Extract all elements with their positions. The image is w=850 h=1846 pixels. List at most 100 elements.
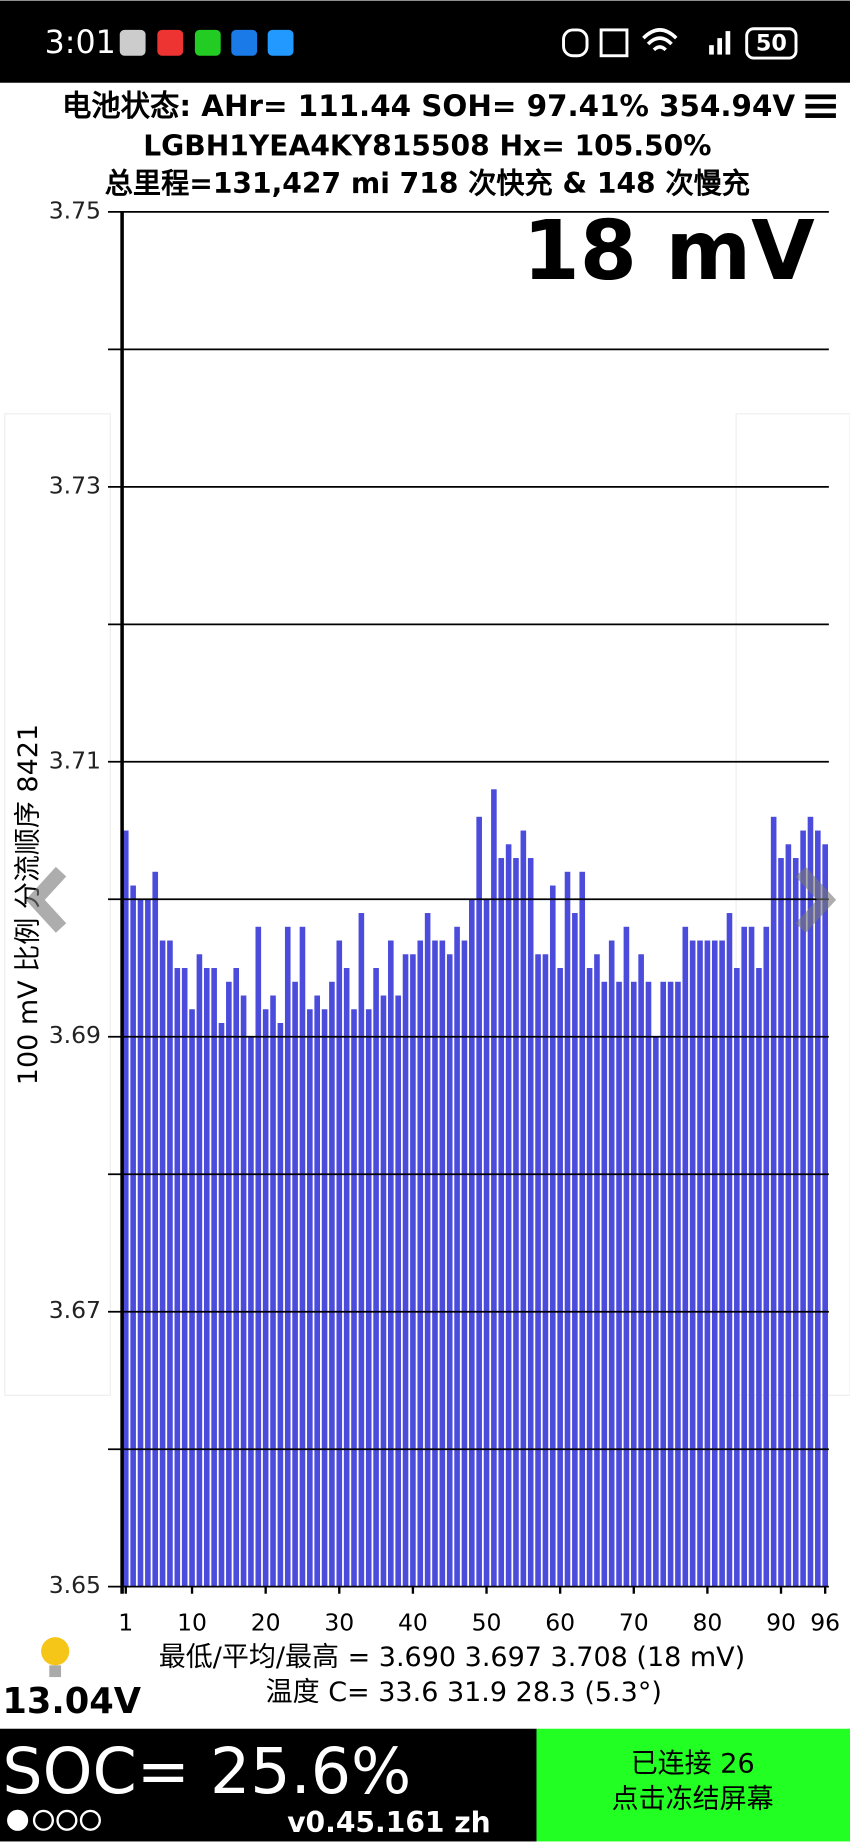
x-tick-label: 60 (545, 1609, 575, 1637)
bulb-icon[interactable] (41, 1637, 70, 1666)
bar (549, 885, 556, 1587)
x-tick-label: 80 (692, 1609, 722, 1637)
bar (756, 968, 762, 1587)
bar (307, 1009, 313, 1587)
bar (130, 885, 136, 1587)
header-line: LGBH1YEA4KY815508 Hx= 105.50% (143, 129, 711, 162)
bar (719, 940, 725, 1587)
app-icon (231, 29, 258, 56)
bar (240, 995, 247, 1587)
battery-icon (745, 27, 798, 60)
bar (233, 968, 240, 1587)
bar (395, 995, 401, 1587)
y-tick-label: 3.75 (49, 196, 101, 224)
soc: SOC= 25.6% (2, 1734, 411, 1808)
status-line[interactable]: 点击冻结屏幕 (612, 1784, 774, 1815)
bar (770, 816, 777, 1587)
bar (822, 844, 828, 1587)
bar (815, 830, 821, 1587)
bar (704, 940, 711, 1587)
bar (513, 858, 519, 1587)
prev-arrow[interactable] (25, 866, 67, 933)
bar (329, 981, 335, 1587)
bar (476, 816, 482, 1587)
bar (284, 926, 291, 1587)
bar (726, 913, 733, 1587)
bar (181, 968, 188, 1587)
bar (711, 940, 718, 1587)
status-line[interactable]: 已连接 26 (631, 1749, 755, 1780)
bar (586, 968, 593, 1587)
bar (579, 871, 586, 1587)
app-icon (267, 29, 294, 56)
bar (277, 1023, 284, 1587)
y-tick-label: 3.69 (49, 1021, 101, 1049)
bar (211, 968, 217, 1587)
bar (388, 940, 394, 1587)
bar (351, 1009, 357, 1587)
bar (557, 968, 563, 1587)
signal-icon (725, 31, 731, 55)
bar (373, 968, 379, 1587)
y-tick-label: 3.67 (49, 1296, 101, 1324)
menu-bar[interactable] (805, 94, 836, 100)
alarm-icon (562, 28, 589, 58)
next-arrow[interactable] (795, 866, 837, 933)
bar (226, 981, 232, 1587)
bar (498, 858, 505, 1587)
status-button[interactable] (536, 1728, 850, 1842)
bar (417, 940, 424, 1587)
bar (667, 981, 674, 1587)
bar (365, 1009, 372, 1587)
chart: 3.65 3.67 3.69 3.71 3.73 3.75 1 10 20 30 40 50 60 70 8… (13, 196, 840, 1636)
clock: 3:01 (45, 25, 116, 61)
side-panel (4, 413, 111, 1396)
x-tick-label: 70 (619, 1609, 649, 1637)
page-dot (7, 1809, 29, 1831)
bar (292, 981, 298, 1587)
app-icon (119, 29, 146, 56)
bar (174, 968, 181, 1587)
bar (616, 981, 622, 1587)
menu-bar[interactable] (805, 113, 836, 118)
version: v0.45.161 zh (287, 1806, 491, 1839)
bar (469, 899, 475, 1587)
bar (785, 844, 792, 1587)
x-tick-label: 10 (177, 1609, 207, 1637)
bar (446, 954, 453, 1587)
bar (270, 995, 276, 1587)
soc-panel (0, 1728, 537, 1842)
bar (564, 871, 571, 1587)
bar (638, 954, 644, 1587)
bar (262, 1009, 269, 1587)
app-icon (194, 29, 221, 56)
bar (167, 940, 173, 1587)
menu-icon[interactable] (805, 94, 836, 118)
x-tick-label: 50 (472, 1609, 502, 1637)
bar (299, 926, 306, 1587)
y-tick-label: 3.73 (49, 471, 101, 499)
bar (520, 830, 527, 1587)
bar (807, 816, 814, 1587)
x-tick-label: 40 (398, 1609, 428, 1637)
y-tick-label: 3.71 (49, 746, 101, 774)
bar (255, 926, 262, 1587)
bar (137, 899, 144, 1587)
header-line: 总里程=131,427 mi 718 次快充 & 148 次慢充 (105, 167, 750, 200)
wifi-icon (642, 28, 678, 52)
bar (572, 913, 578, 1587)
bar (432, 940, 438, 1587)
x-tick-label: 1 (118, 1609, 133, 1637)
stats-line: 最低/平均/最高 = 3.690 3.697 3.708 (18 mV) (159, 1642, 745, 1673)
bar (660, 981, 667, 1587)
app-icon (157, 29, 184, 56)
bar (527, 858, 534, 1587)
page-dot (79, 1809, 101, 1831)
menu-bar[interactable] (805, 103, 836, 109)
bar (689, 940, 696, 1587)
bar (152, 871, 159, 1587)
signal-icon (709, 45, 714, 55)
x-tick-label: 30 (324, 1609, 354, 1637)
